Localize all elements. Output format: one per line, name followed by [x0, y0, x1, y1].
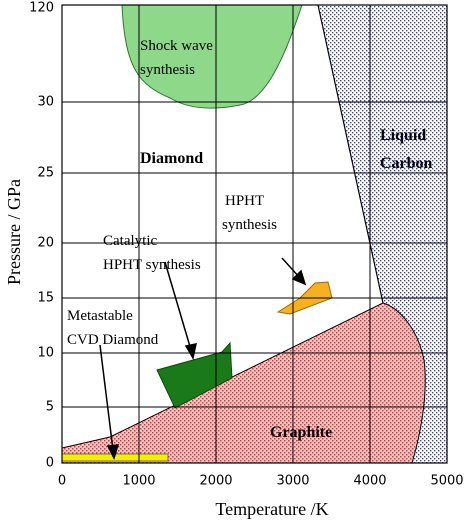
labels: Shock wave synthesis Diamond Liquid Carb… [4, 1, 464, 520]
y-tick-label: 0 [46, 456, 54, 471]
y-tick-label: 10 [37, 346, 54, 361]
region-label: synthesis [222, 217, 277, 233]
region-label: HPHT [225, 193, 264, 209]
shock-wave-region [121, 4, 303, 109]
y-tick-label: 20 [37, 236, 54, 251]
arrow-head [291, 269, 307, 286]
region-label: CVD Diamond [67, 332, 159, 348]
catalytic-region [156, 341, 233, 409]
region-label: Graphite [270, 424, 332, 441]
x-tick-label: 5000 [430, 474, 463, 489]
y-tick-label: 120 [29, 1, 54, 16]
x-tick-label: 2000 [199, 474, 232, 489]
regions [61, 4, 447, 464]
arrow-head [106, 444, 120, 461]
plot-frame [61, 4, 448, 464]
y-tick-label: 5 [46, 400, 54, 415]
region-label: HPHT synthesis [103, 257, 201, 273]
arrow-head [184, 343, 197, 361]
y-tick-label: 15 [37, 291, 54, 306]
y-tick-label: 30 [37, 95, 54, 110]
grid [62, 5, 447, 463]
x-tick-label: 3000 [276, 474, 309, 489]
region-label: Catalytic [103, 233, 157, 249]
region-label: Liquid [380, 127, 426, 144]
region-label: Shock wave [140, 38, 213, 54]
y-axis-title: Pressure / GPa [4, 179, 24, 285]
region-label: Metastable [67, 308, 133, 324]
x-tick-label: 1000 [122, 474, 155, 489]
region-label: synthesis [140, 62, 195, 78]
graphite-region [61, 302, 426, 464]
region-label: Carbon [380, 155, 433, 172]
y-tick-label: 25 [37, 166, 54, 181]
phase-boundary [317, 4, 384, 304]
arrow [99, 344, 114, 451]
x-tick-label: 0 [58, 474, 66, 489]
region-label: Diamond [140, 150, 203, 167]
arrows [99, 257, 307, 461]
x-axis-title: Temperature /K [215, 499, 328, 519]
arrow [164, 261, 192, 351]
x-tick-label: 4000 [353, 474, 386, 489]
liquid-region [318, 5, 447, 463]
